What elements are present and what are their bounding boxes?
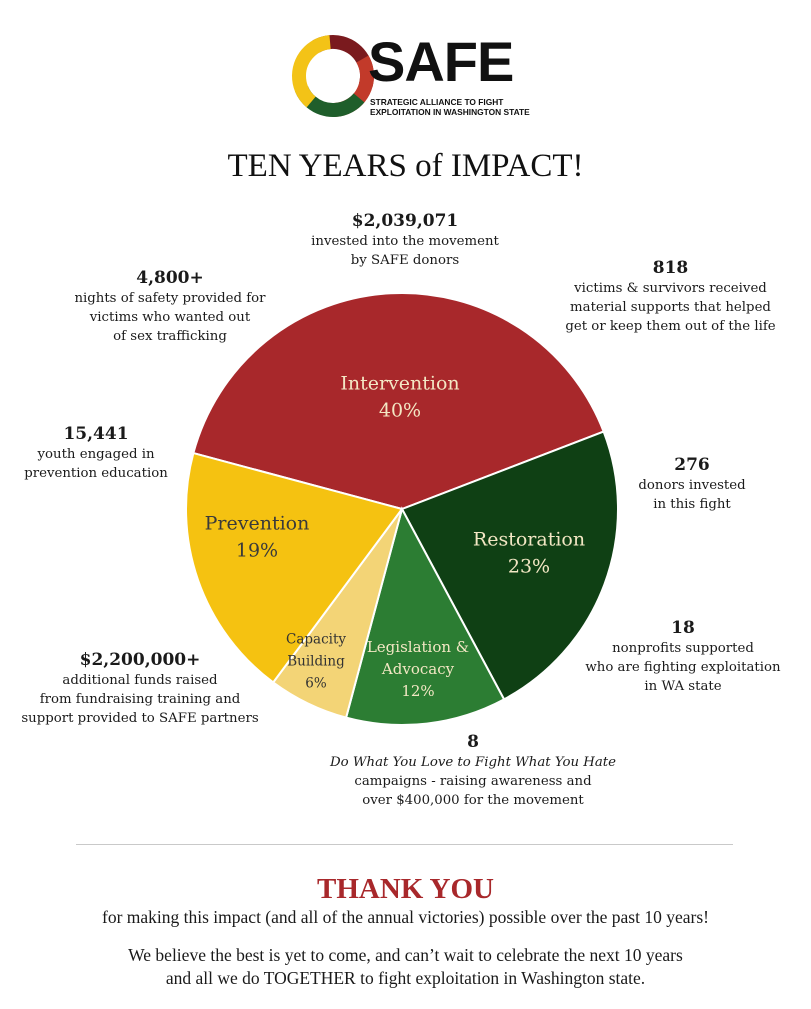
stat-funds-number: $2,200,000+	[79, 650, 201, 670]
stat-nonprofits: 18 nonprofits supported who are fighting…	[573, 618, 793, 696]
pie-slice-label: Capacity	[286, 632, 346, 648]
pie-slice-intervention	[192, 292, 605, 511]
stat-campaigns-line: over $400,000 for the movement	[362, 793, 584, 808]
pie-slice-restoration	[400, 430, 619, 701]
stat-campaigns-line: campaigns - raising awareness and	[354, 774, 592, 789]
stat-nonprofits-line: nonprofits supported	[612, 641, 754, 656]
stat-nights: 4,800+ nights of safety provided for vic…	[55, 268, 285, 346]
stat-nonprofits-number: 18	[671, 618, 695, 638]
section-divider	[76, 844, 733, 845]
stat-donors-number: 276	[674, 455, 710, 475]
pie-slice-percent-label: 6%	[305, 676, 327, 692]
stat-victims-line: material supports that helped	[570, 300, 771, 315]
pie-slice-label: Intervention	[340, 373, 459, 395]
stat-invested: $2,039,071 invested into the movement by…	[290, 211, 520, 270]
logo-subtitle-line-2: EXPLOITATION IN WASHINGTON STATE	[370, 107, 530, 117]
stat-funds-line: support provided to SAFE partners	[21, 711, 259, 726]
thank-you-line-2: We believe the best is yet to come, and …	[128, 945, 683, 965]
stat-invested-line: by SAFE donors	[350, 253, 460, 268]
pie-slice-percent-label: 12%	[401, 682, 434, 700]
stat-invested-number: $2,039,071	[351, 211, 459, 231]
stat-nights-line: victims who wanted out	[89, 310, 251, 325]
logo-wordmark: SAFE	[368, 30, 514, 93]
pie-slice-label: Building	[287, 654, 345, 670]
stat-victims: 818 victims & survivors received materia…	[548, 258, 793, 336]
stat-funds-line: from fundraising training and	[39, 692, 241, 707]
stat-victims-line: get or keep them out of the life	[565, 319, 776, 334]
stat-funds: $2,200,000+ additional funds raised from…	[15, 650, 265, 728]
thank-you-heading: THANK YOU	[317, 873, 494, 905]
stat-campaigns-number: 8	[467, 732, 479, 752]
stat-donors-line: in this fight	[653, 497, 731, 512]
stat-youth-line: youth engaged in	[37, 447, 155, 462]
stat-victims-number: 818	[652, 258, 689, 278]
stat-campaigns-tagline: Do What You Love to Fight What You Hate	[329, 755, 617, 770]
page-title: TEN YEARS of IMPACT!	[227, 148, 584, 184]
pie-slice-legislation-advocacy	[344, 506, 506, 726]
pie-slice-percent-label: 40%	[379, 400, 421, 422]
stat-youth-line: prevention education	[24, 466, 168, 481]
logo-subtitle-line-1: STRATEGIC ALLIANCE TO FIGHT	[370, 97, 504, 107]
stat-youth: 15,441 youth engaged in prevention educa…	[10, 424, 182, 483]
stat-nights-number: 4,800+	[136, 268, 204, 288]
stat-victims-line: victims & survivors received	[574, 281, 767, 296]
logo-subtitle: STRATEGIC ALLIANCE TO FIGHT EXPLOITATION…	[370, 97, 570, 117]
pie-slice-label: Restoration	[473, 529, 585, 551]
stat-campaigns: 8 Do What You Love to Fight What You Hat…	[303, 732, 643, 810]
pie-slice-label: Legislation &	[367, 638, 469, 656]
stat-youth-number: 15,441	[63, 424, 129, 444]
stat-nonprofits-line: who are fighting exploitation	[585, 660, 781, 675]
stat-nights-line: nights of safety provided for	[74, 291, 266, 306]
thank-you-line-3: and all we do TOGETHER to fight exploita…	[165, 968, 646, 988]
stat-funds-line: additional funds raised	[62, 673, 218, 688]
safe-logo-mark	[291, 34, 374, 117]
stat-donors: 276 donors invested in this fight	[622, 455, 762, 514]
pie-slice-label: Prevention	[205, 513, 310, 535]
stat-nonprofits-line: in WA state	[644, 679, 722, 694]
stat-invested-line: invested into the movement	[311, 234, 499, 249]
pie-slice-percent-label: 19%	[236, 540, 278, 562]
stat-donors-line: donors invested	[638, 478, 746, 493]
thank-you-line-1: for making this impact (and all of the a…	[102, 907, 709, 927]
stat-nights-line: of sex trafficking	[113, 329, 227, 344]
pie-slice-percent-label: 23%	[508, 556, 550, 578]
pie-slice-label: Advocacy	[381, 660, 455, 678]
pie-slice-prevention	[185, 451, 404, 684]
